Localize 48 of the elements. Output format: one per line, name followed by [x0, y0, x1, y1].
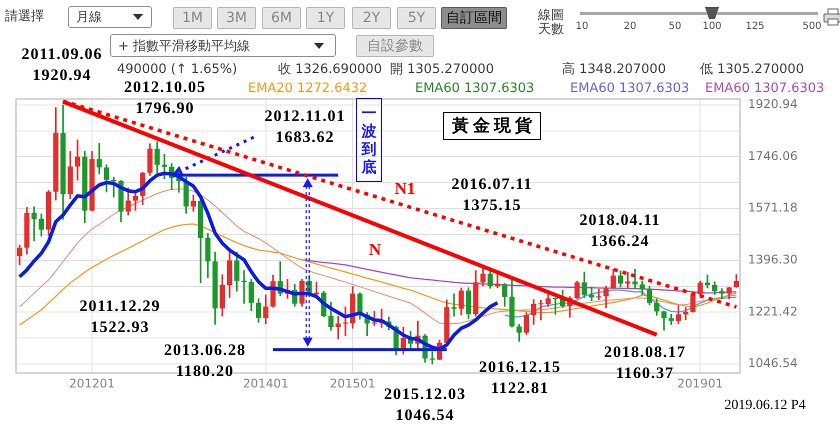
- y-tick-label: 1046.54: [748, 356, 798, 370]
- x-tick-label: 201201: [69, 376, 115, 390]
- text: + 指數平滑移動平均線: [118, 39, 250, 54]
- text: 黃金現貨: [443, 112, 541, 140]
- text: 自訂區間: [441, 7, 507, 29]
- text: 6M: [262, 7, 301, 29]
- annotation: 2011.12.29 1522.93: [79, 297, 161, 338]
- text: EMA60 1307.6303: [705, 81, 824, 96]
- text: 高 1348.207000: [562, 62, 666, 77]
- text: 2019.06.12 P4: [724, 398, 806, 414]
- y-tick-label: 1221.42: [748, 304, 798, 318]
- text: 低 1305.270000: [700, 62, 804, 77]
- text: 開 1305.270000: [390, 62, 494, 77]
- y-tick-label: 1920.94: [748, 97, 798, 112]
- annotation: 2016.12.15 1122.81: [479, 358, 561, 399]
- text: 10: [576, 21, 588, 33]
- text: EMA20 1272.6432: [248, 81, 368, 96]
- annotation: 2016.07.11 1375.15: [451, 175, 533, 216]
- text: 收 1326.690000: [278, 62, 382, 77]
- text: 20: [624, 21, 636, 33]
- text: 自設參數: [356, 35, 434, 57]
- annotation: 2012.11.01 1683.62: [264, 107, 346, 148]
- text: 125: [745, 21, 765, 33]
- text: 100: [702, 21, 722, 33]
- text: 1M: [173, 7, 212, 29]
- legend-label: EMA60 1307.6303: [415, 81, 534, 96]
- text: 請選擇: [5, 9, 44, 24]
- y-tick-label: 1571.18: [748, 200, 798, 215]
- text: 5Y: [397, 7, 436, 29]
- y-tick-label: 1396.30: [748, 252, 798, 266]
- text: 線圖天數: [538, 8, 565, 37]
- text: 月線: [76, 10, 102, 25]
- y-tick-label: 1746.06: [748, 148, 798, 163]
- annotation: 2012.10.05 1796.90: [124, 78, 206, 119]
- annotation: 一波到底: [356, 98, 382, 182]
- annotation: 2018.04.11 1366.24: [579, 211, 661, 252]
- legend-label: EMA60 1307.6303: [570, 81, 690, 96]
- annotation: N: [368, 240, 382, 260]
- text: 500: [802, 21, 822, 33]
- x-tick-label: 201501: [330, 376, 376, 390]
- text: 50: [668, 21, 682, 33]
- annotation: N1: [394, 179, 416, 199]
- text: 2015.12.03 1046.54: [384, 385, 466, 426]
- text: 2011.09.06 1920.94: [21, 45, 103, 86]
- text: 2Y: [352, 7, 391, 29]
- text: 490000 (↑ 1.65%): [117, 62, 238, 77]
- text: 3M: [217, 7, 256, 29]
- text: 1Y: [306, 7, 345, 29]
